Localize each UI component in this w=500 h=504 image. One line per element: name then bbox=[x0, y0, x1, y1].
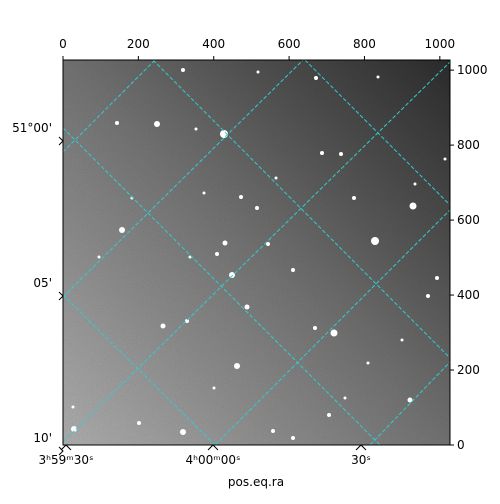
x-axis-label: pos.eq.ra bbox=[228, 475, 284, 489]
x-tick-label: 800 bbox=[353, 37, 376, 51]
dec-tick-label: 05' bbox=[33, 276, 52, 290]
x-tick-label: 0 bbox=[59, 37, 67, 51]
dec-tick bbox=[58, 291, 64, 301]
ra-tick bbox=[60, 444, 72, 451]
y-tick-label: 800 bbox=[457, 138, 480, 152]
y-tick-label: 0 bbox=[457, 438, 465, 452]
dec-tick-label: 10' bbox=[33, 431, 52, 445]
ra-tick-label: 3ʰ59ᵐ30ˢ bbox=[39, 453, 94, 467]
ra-tick bbox=[355, 444, 367, 451]
y-tick-label: 1000 bbox=[457, 63, 488, 77]
y-tick-label: 200 bbox=[457, 363, 480, 377]
frame bbox=[62, 59, 451, 446]
sky-image bbox=[63, 60, 450, 445]
x-tick-label: 200 bbox=[127, 37, 150, 51]
x-tick-label: 400 bbox=[202, 37, 225, 51]
ra-tick-label: 4ʰ00ᵐ00ˢ bbox=[186, 453, 241, 467]
x-tick-label: 1000 bbox=[425, 37, 456, 51]
stars bbox=[71, 68, 447, 440]
dec-tick bbox=[58, 446, 64, 456]
y-tick-label: 400 bbox=[457, 288, 480, 302]
ra-tick-label: 30ˢ bbox=[351, 453, 371, 467]
coordinate-grid bbox=[63, 60, 450, 445]
x-tick-label: 600 bbox=[278, 37, 301, 51]
dec-tick bbox=[58, 136, 64, 146]
y-tick-label: 600 bbox=[457, 213, 480, 227]
dec-tick-label: 51°00' bbox=[12, 121, 52, 135]
ra-tick bbox=[207, 444, 219, 451]
